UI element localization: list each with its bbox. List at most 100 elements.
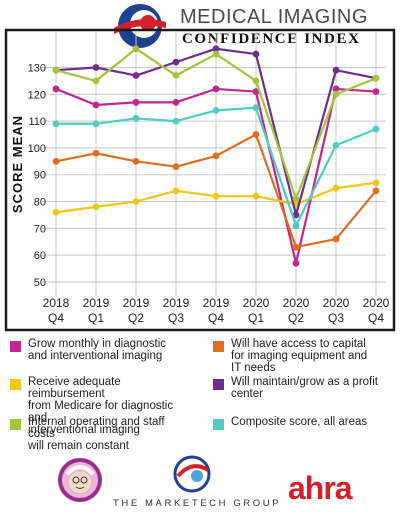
data-point-series-3 <box>52 208 60 216</box>
legend-label: Will have access to capital for imaging e… <box>231 338 367 374</box>
x-tick-label-year: 2020 <box>363 296 390 310</box>
x-tick-label-quarter: Q3 <box>168 311 184 325</box>
data-point-series-6 <box>212 106 220 114</box>
page-title: MEDICAL IMAGING <box>180 6 368 28</box>
data-point-series-6 <box>292 222 300 230</box>
marketech-logo-icon <box>173 455 211 493</box>
data-point-series-4 <box>92 64 100 71</box>
data-point-series-2 <box>332 235 340 243</box>
legend-swatch <box>213 419 224 430</box>
data-point-series-4 <box>252 50 260 58</box>
data-point-series-1 <box>372 88 380 96</box>
y-tick-label: 100 <box>28 143 46 155</box>
legend-label-line: from Medicare for diagnostic and <box>28 400 174 424</box>
footer: THE MARKETECH GROUP ahra <box>0 452 400 516</box>
y-tick-label: 130 <box>28 62 46 74</box>
legend-label: Will maintain/grow as a profit center <box>231 376 378 400</box>
y-tick-label: 50 <box>34 277 46 289</box>
legend-swatch <box>10 379 21 390</box>
legend-swatch <box>213 379 224 390</box>
y-axis-label: SCORE MEAN <box>10 115 25 213</box>
y-tick-label: 90 <box>34 170 46 182</box>
x-tick-label-quarter: Q4 <box>48 311 64 325</box>
legend-label-line: Will have access to capital <box>231 338 366 350</box>
data-point-series-6 <box>92 120 100 128</box>
x-tick-label-quarter: Q2 <box>288 311 304 325</box>
x-tick-label-quarter: Q2 <box>128 311 144 325</box>
y-tick-label: 70 <box>34 223 46 235</box>
header: MEDICAL IMAGING CONFIDENCE INDEX <box>0 0 400 50</box>
data-point-series-2 <box>372 187 380 195</box>
data-point-series-2 <box>252 131 260 138</box>
x-tick-label-year: 2020 <box>283 296 310 310</box>
data-point-series-3 <box>372 179 380 187</box>
data-point-series-2 <box>92 149 100 157</box>
data-point-series-5 <box>292 195 300 203</box>
x-tick-label-year: 2019 <box>203 296 230 310</box>
data-point-series-3 <box>332 184 340 192</box>
data-point-series-2 <box>52 157 60 165</box>
x-tick-label-quarter: Q1 <box>248 311 264 325</box>
data-point-series-3 <box>92 203 100 211</box>
y-tick-label: 60 <box>34 250 46 262</box>
x-tick-label-year: 2018 <box>43 296 70 310</box>
data-point-series-3 <box>132 198 140 205</box>
marketech-label: THE MARKETECH GROUP <box>113 498 282 509</box>
legend-swatch <box>213 341 224 352</box>
legend-label-line: Internal operating and staff costs <box>28 416 165 440</box>
legend-swatch <box>10 419 21 430</box>
data-point-series-1 <box>132 98 140 106</box>
x-tick-label-quarter: Q1 <box>88 311 104 325</box>
legend-label-line: IT needs <box>231 362 276 374</box>
legend-label: Grow monthly in diagnostic and interventi… <box>28 338 166 362</box>
legend-label-line: Composite score, all areas <box>231 416 368 428</box>
chart-area: 50 60 70 80 90 100 110 120 130 SCORE MEAN 2018 Q4 20… <box>4 28 396 333</box>
ahra-logo: ahra <box>288 470 353 506</box>
legend-label-line: Receive adequate reimbursement <box>28 376 121 400</box>
data-point-series-5 <box>212 50 220 58</box>
data-point-series-4 <box>292 211 300 219</box>
y-tick-label: 80 <box>34 197 46 209</box>
y-tick-label: 120 <box>28 89 46 101</box>
data-point-series-6 <box>332 141 340 149</box>
data-point-series-5 <box>132 45 140 53</box>
legend-label: Internal operating and staff costs will r… <box>28 416 190 452</box>
data-point-series-2 <box>292 243 300 251</box>
data-point-series-1 <box>52 85 60 93</box>
legend-swatch <box>10 341 21 352</box>
data-point-series-5 <box>92 77 100 85</box>
x-tick-label-quarter: Q4 <box>208 311 224 325</box>
data-point-series-3 <box>252 192 260 200</box>
x-tick-label-year: 2019 <box>83 296 110 310</box>
legend-label-line: center <box>231 388 263 400</box>
data-point-series-4 <box>132 72 140 79</box>
data-point-series-5 <box>332 90 340 98</box>
data-point-series-6 <box>372 125 380 133</box>
data-point-series-2 <box>132 157 140 165</box>
data-point-series-5 <box>372 74 380 82</box>
legend-label-line: for imaging equipment and <box>231 350 368 362</box>
data-point-series-1 <box>252 88 260 96</box>
data-point-series-5 <box>252 77 260 85</box>
data-point-series-2 <box>172 163 180 171</box>
x-tick-label-quarter: Q4 <box>368 311 384 325</box>
x-tick-label-year: 2019 <box>163 296 190 310</box>
x-tick-label-quarter: Q3 <box>328 311 344 325</box>
page-subtitle: CONFIDENCE INDEX <box>182 31 361 47</box>
grandma-mascot-logo-icon <box>58 458 102 502</box>
data-point-series-6 <box>172 117 180 125</box>
y-tick-label: 110 <box>28 116 46 128</box>
data-point-series-5 <box>172 72 180 79</box>
data-point-series-4 <box>172 58 180 66</box>
data-point-series-1 <box>212 85 220 93</box>
data-point-series-4 <box>332 66 340 74</box>
chart-legend: Grow monthly in diagnostic and interventi… <box>10 338 395 452</box>
data-point-series-6 <box>132 115 140 122</box>
data-point-series-6 <box>52 120 60 128</box>
data-point-series-6 <box>252 104 260 112</box>
data-point-series-1 <box>292 259 300 267</box>
data-point-series-1 <box>332 85 340 93</box>
legend-label-line: Will maintain/grow as a profit <box>231 376 378 388</box>
data-point-series-2 <box>212 152 220 160</box>
